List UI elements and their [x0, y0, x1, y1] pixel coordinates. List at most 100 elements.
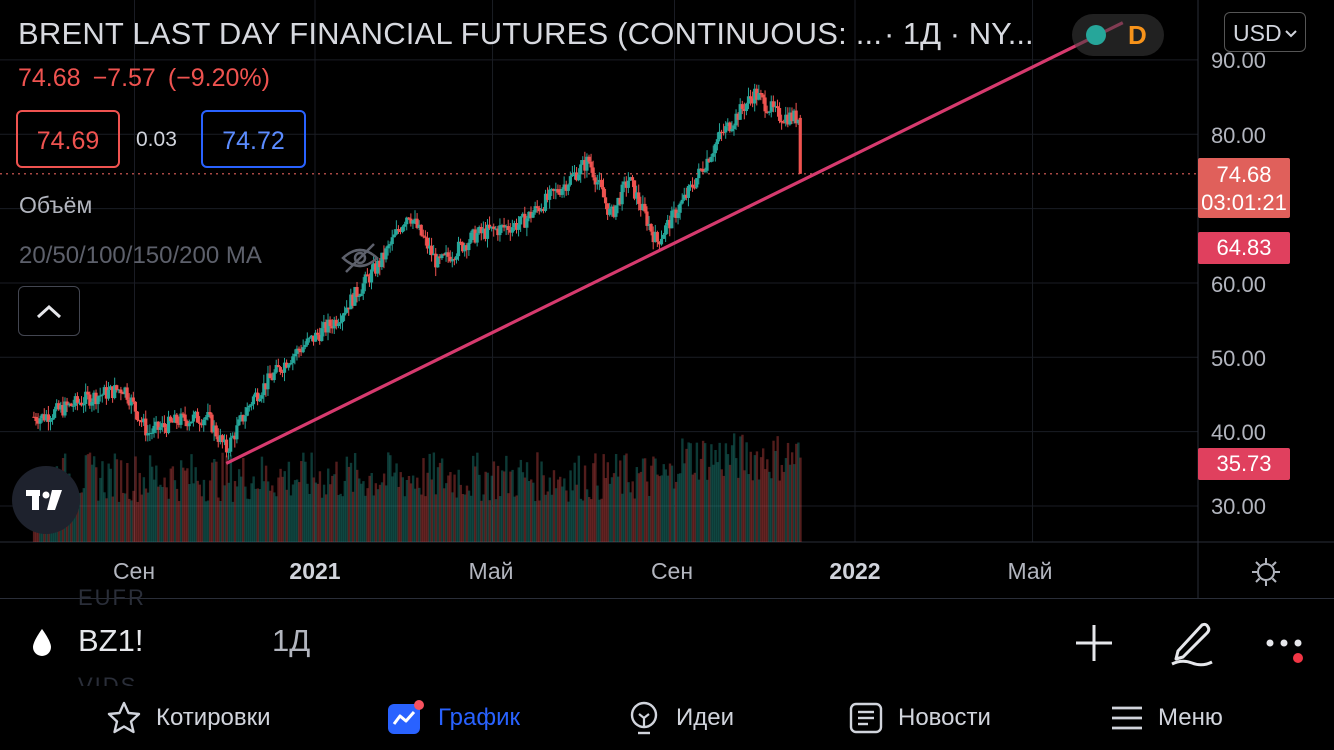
ma-indicator-label[interactable]: 20/50/100/150/200 MA [19, 242, 262, 269]
candle-body [560, 188, 564, 195]
candle-body [788, 112, 792, 125]
volume-bar [349, 462, 353, 542]
volume-bar [329, 484, 332, 542]
volume-bar [186, 468, 189, 542]
symbol-name[interactable]: BZ1! [78, 623, 144, 658]
candle-body [477, 226, 481, 234]
candle-body [119, 389, 123, 394]
buy-button[interactable]: 74.72 [201, 110, 306, 168]
volume-bar [331, 475, 334, 542]
volume-bar [345, 456, 349, 542]
candle-body [334, 319, 338, 327]
time-tick: Май [468, 558, 514, 584]
trendline-upper-badge: 64.83 [1198, 232, 1290, 264]
more-options-icon[interactable] [1264, 631, 1308, 663]
candle-body [191, 414, 195, 422]
candle-body [782, 122, 786, 124]
nav-chart[interactable]: График [386, 698, 520, 738]
volume-bar [703, 443, 707, 542]
price-change-line: 74.68 −7.57 (−9.20%) [18, 64, 282, 93]
candle-body [100, 394, 104, 396]
volume-bar [196, 480, 199, 542]
candle-body [336, 323, 340, 327]
candle-body [626, 180, 630, 188]
candle-body [510, 227, 514, 233]
volume-bar [716, 462, 719, 542]
volume-bar [623, 455, 626, 542]
candle-body [247, 405, 251, 408]
candle-body [384, 248, 388, 260]
volume-bar [438, 462, 442, 542]
chart-settings-icon[interactable] [1250, 556, 1282, 588]
candle-body [79, 402, 84, 406]
currency-select[interactable]: USD [1224, 12, 1306, 52]
tradingview-logo[interactable] [12, 466, 80, 534]
candle-body [583, 160, 587, 171]
volume-bar [411, 475, 415, 542]
volume-bar [621, 493, 624, 542]
candle-body [564, 184, 568, 191]
nav-ideas-label: Идеи [676, 704, 735, 731]
volume-bar [184, 470, 187, 542]
price-chart[interactable] [0, 0, 1334, 598]
volume-bar [523, 477, 527, 542]
volume-bar [146, 492, 150, 542]
candle-body [697, 168, 701, 179]
volume-bar [726, 454, 730, 542]
sell-button[interactable]: 74.69 [16, 110, 120, 168]
candle-body [208, 411, 212, 415]
volume-bar [320, 497, 324, 542]
candle-body [142, 418, 146, 423]
candle-body [620, 184, 624, 205]
timeframe-exchange[interactable]: · 1Д · NY... [884, 16, 1034, 51]
candle-body [131, 397, 135, 402]
candle-body [369, 269, 374, 283]
candle-body [67, 403, 71, 406]
candle-body [419, 224, 423, 236]
chart-area[interactable]: BRENT LAST DAY FINANCIAL FUTURES (CONTIN… [0, 0, 1334, 598]
nav-menu[interactable]: Меню [1110, 698, 1223, 738]
plus-icon[interactable] [1074, 623, 1114, 663]
volume-indicator-label[interactable]: Объём [19, 192, 93, 218]
candle-body [274, 365, 278, 373]
candle-body [506, 226, 510, 230]
candle-body [738, 104, 742, 120]
candle-body [684, 194, 688, 198]
candle-body [612, 206, 616, 217]
candle-body [198, 422, 202, 424]
volume-bar [385, 485, 388, 542]
commodity-drop-icon [33, 629, 51, 656]
market-status-badge[interactable]: D [1072, 14, 1164, 56]
candle-body [340, 315, 345, 323]
candle-body [125, 387, 129, 400]
last-price-badge: 74.68 03:01:21 [1198, 158, 1290, 218]
drawing-pen-icon[interactable] [1168, 617, 1216, 667]
volume-bar [182, 467, 185, 542]
volume-bar [403, 496, 407, 542]
candle-body [591, 167, 595, 178]
candle-body [243, 415, 247, 422]
nav-quotes[interactable]: Котировки [106, 698, 271, 738]
candle-body [73, 396, 77, 406]
volume-bar [256, 488, 259, 542]
candle-body [69, 403, 73, 407]
volume-bar [273, 492, 276, 542]
volume-bar [244, 486, 247, 542]
volume-bar [664, 469, 668, 542]
timeframe-button[interactable]: 1Д [272, 623, 311, 658]
nav-ideas[interactable]: Идеи [626, 698, 734, 738]
volume-bar [648, 495, 651, 542]
candle-body [458, 241, 463, 243]
candle-body [773, 106, 778, 108]
hidden-eye-icon[interactable] [340, 238, 380, 278]
nav-news[interactable]: Новости [848, 698, 991, 738]
collapse-legend-button[interactable] [18, 286, 80, 336]
symbol-title[interactable]: BRENT LAST DAY FINANCIAL FUTURES (CONTIN… [18, 16, 883, 51]
candle-body [407, 217, 411, 219]
volume-bar [105, 498, 108, 542]
volume-bar [117, 501, 121, 542]
volume-bar [788, 464, 792, 542]
volume-bar [761, 448, 765, 542]
candle-body [432, 253, 436, 256]
volume-bar [314, 482, 317, 542]
